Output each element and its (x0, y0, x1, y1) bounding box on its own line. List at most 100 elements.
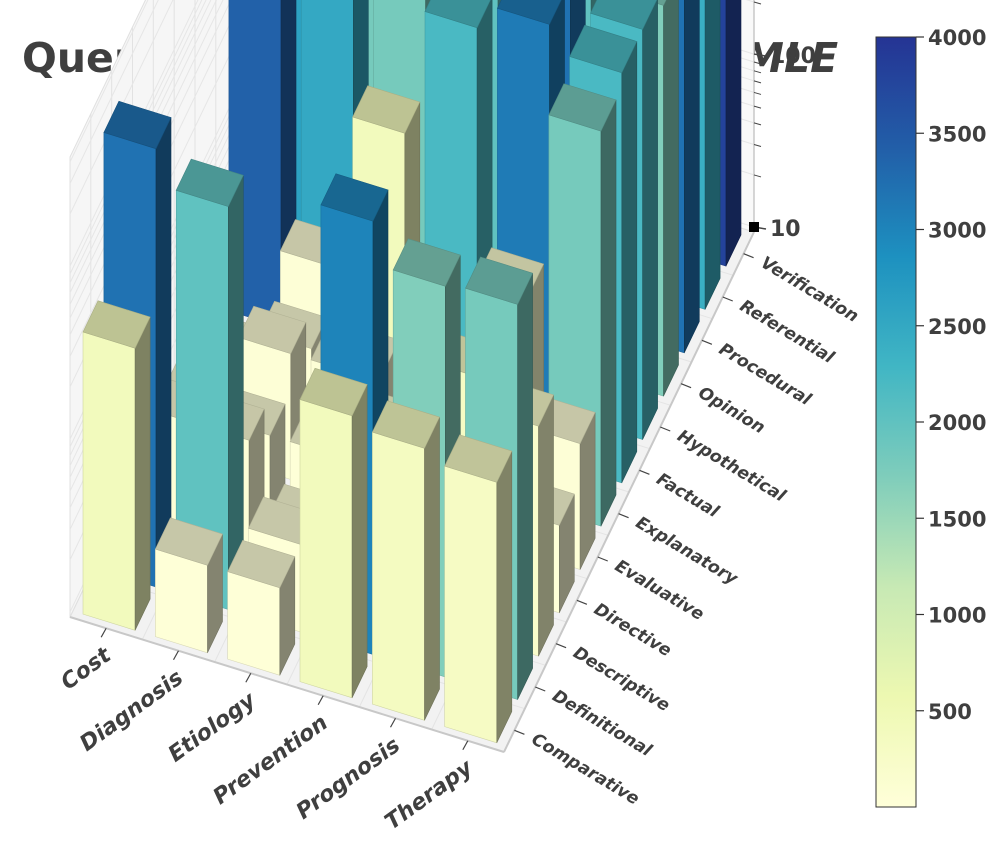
bar-face (134, 316, 151, 631)
bar-etiology-comparative (227, 540, 296, 676)
x-tick-mark (245, 672, 252, 683)
colorbar-tick-label: 2000 (928, 411, 986, 435)
bar-prognosis-comparative (371, 400, 440, 721)
bar-face (569, 24, 638, 74)
bar-face (683, 0, 700, 353)
x-tick-label: Therapy (381, 754, 479, 835)
z-tick-mark (753, 80, 762, 84)
grid-line (69, 0, 199, 267)
bar-diagnosis-comparative (154, 517, 223, 654)
y-tick-mark (639, 469, 650, 475)
y-axis-line (503, 231, 755, 753)
bar-diagnosis-definitional (175, 158, 244, 610)
bar-face (621, 41, 638, 483)
x-tick-label: Cost (57, 642, 117, 695)
z-tick-mark (753, 122, 762, 126)
bar-face (352, 85, 421, 134)
bar-face (704, 0, 721, 310)
z-tick-mark (753, 1, 762, 5)
x-tick-mark (172, 650, 180, 661)
z-tick-label: 100 (770, 44, 816, 69)
x-tick-mark (389, 717, 397, 728)
bar-face (103, 100, 172, 150)
colorbar-tick-label: 3500 (928, 122, 986, 146)
bar-face (496, 450, 513, 743)
bar-cost-comparative (82, 300, 151, 631)
bar-prevention-comparative (299, 367, 368, 699)
bar-face (372, 431, 425, 721)
bar-face (590, 0, 658, 30)
x-axis-line (69, 616, 505, 753)
z-tick-mark (753, 174, 762, 178)
y-tick-mark (555, 643, 567, 649)
bar-face (175, 158, 244, 207)
y-tick-mark (701, 339, 713, 345)
bar-face (642, 0, 658, 440)
bars (82, 0, 742, 744)
bar-face (465, 256, 534, 305)
y-tick-mark (514, 729, 525, 735)
z-tick-mark (753, 105, 762, 109)
z-tick-mark (753, 61, 762, 65)
bar-face (320, 173, 389, 222)
y-tick-label: Factual (653, 469, 723, 522)
z-tick-mark (753, 70, 762, 74)
bar-face (725, 0, 742, 267)
bar-face (82, 300, 151, 349)
bar-face (238, 305, 307, 354)
y-tick-mark (597, 556, 608, 562)
y-tick-label: Opinion (695, 383, 769, 438)
colorbar: 500 1000 1500 2000 2500 3000 3500 4000 (875, 26, 986, 808)
colorbar-gradient (875, 36, 917, 808)
y-tick-mark (743, 253, 754, 259)
z-tick-mark (753, 91, 762, 95)
y-tick-mark (535, 686, 546, 692)
x-tick-mark (317, 695, 324, 706)
y-tick-mark (722, 296, 733, 302)
bar-therapy-comparative (444, 434, 513, 744)
bar-face (444, 434, 513, 483)
colorbar-tick-label: 4000 (928, 26, 986, 50)
grid-line (69, 0, 207, 284)
bar-face (227, 540, 296, 589)
bar-face (351, 384, 368, 698)
bar-face (392, 238, 461, 287)
colorbar-tick-label: 3000 (928, 219, 986, 243)
y-tick-mark (576, 599, 588, 605)
y-tick-mark (618, 513, 629, 519)
y-tick-mark (680, 383, 692, 389)
grid-line (69, 0, 174, 215)
y-tick-mark (660, 426, 671, 432)
bar-face (154, 517, 223, 566)
bar-face (82, 331, 136, 631)
bar-face (299, 367, 368, 417)
bar-face (663, 0, 679, 397)
bar-face (600, 99, 617, 527)
bar-face (548, 83, 617, 132)
colorbar-tick-label: 1000 (928, 604, 986, 628)
bar-face (538, 394, 554, 657)
bar-face (444, 465, 498, 744)
colorbar-tick-label: 500 (928, 700, 972, 724)
bar-face (371, 400, 440, 449)
bar-face (496, 0, 562, 25)
x-tick-mark (462, 740, 469, 751)
bar-face (299, 399, 353, 699)
bar-face (155, 117, 172, 588)
colorbar-tick-label: 2500 (928, 315, 986, 339)
bar-face (424, 0, 491, 29)
bar-face (227, 571, 281, 676)
x-tick-mark (100, 627, 107, 638)
grid-line (69, 0, 159, 184)
z-tick-mark (753, 144, 762, 147)
x-tick-label: Etiology (164, 687, 262, 768)
bar-face (424, 416, 440, 721)
z-tick-mark (753, 53, 767, 57)
bar-face (517, 273, 533, 700)
colorbar-tick-label: 1500 (928, 507, 986, 531)
grid-line (69, 0, 203, 275)
bar-face (155, 548, 208, 654)
z-origin-marker (749, 222, 759, 232)
z-tick-label: 10 (770, 217, 801, 242)
